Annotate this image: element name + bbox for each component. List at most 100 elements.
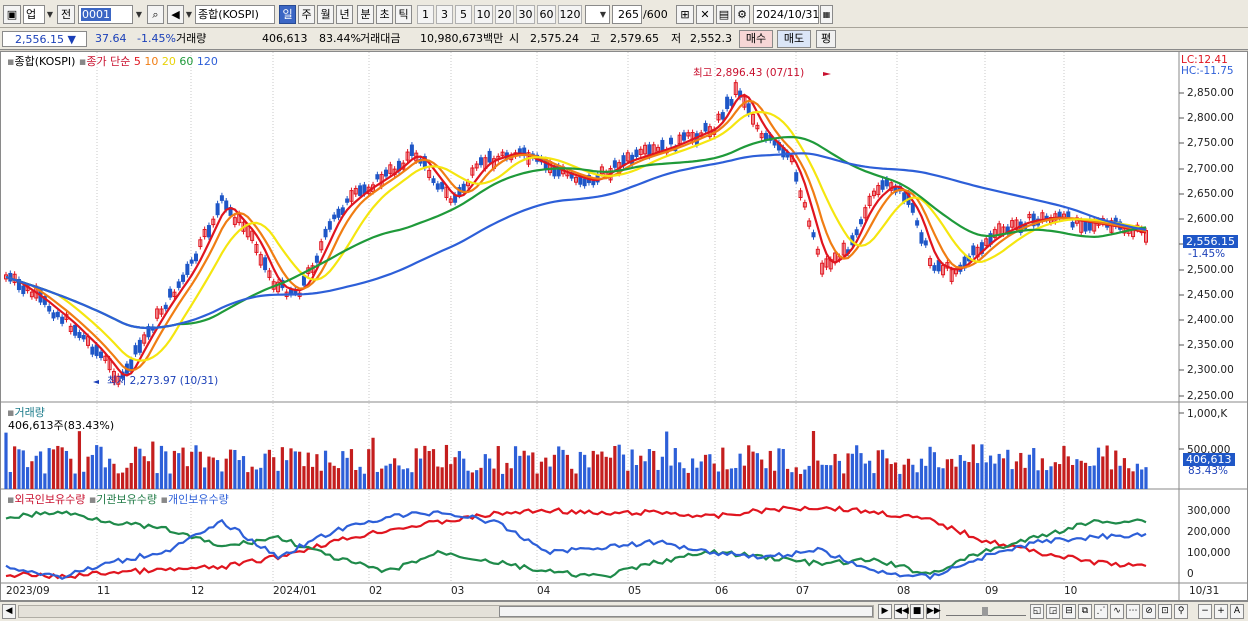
volume-bar xyxy=(384,465,388,489)
price-pane-title: 종합(KOSPI) xyxy=(14,55,76,68)
tool-icon-10[interactable]: ⚲ xyxy=(1174,604,1188,619)
chart-area[interactable]: ▪종합(KOSPI) ▪종가 단순 5 10 20 60 120 LC:12.4… xyxy=(0,51,1248,601)
change-rate: -1.45% xyxy=(137,32,176,45)
stop-icon[interactable]: ■ xyxy=(910,604,924,619)
volume-bar xyxy=(436,466,440,489)
tool-icon-1[interactable]: ◱ xyxy=(1030,604,1044,619)
interval-10[interactable]: 10 xyxy=(474,5,493,24)
gear-icon[interactable]: ⚙ xyxy=(734,5,750,24)
volume-bar xyxy=(760,459,764,489)
volume-bar xyxy=(747,445,751,489)
sell-button[interactable]: 매도 xyxy=(777,30,811,48)
interval-1[interactable]: 1 xyxy=(417,5,434,24)
search-icon[interactable]: ⌕ xyxy=(147,5,164,24)
institution-series-label: 기관보유수량 xyxy=(96,493,158,506)
volume-bar xyxy=(328,462,332,489)
period-minute[interactable]: 분 xyxy=(357,5,374,24)
zoom-slider[interactable] xyxy=(946,607,1026,616)
tool-icon-9[interactable]: ⊡ xyxy=(1158,604,1172,619)
volume-bar xyxy=(1075,459,1079,489)
volume-bar xyxy=(1101,456,1105,489)
candle-body xyxy=(194,253,198,262)
period-year[interactable]: 년 xyxy=(336,5,353,24)
volume-bar xyxy=(811,431,816,489)
ma-line xyxy=(5,135,1147,330)
candle-body xyxy=(815,248,820,255)
period-second[interactable]: 초 xyxy=(376,5,393,24)
period-month[interactable]: 월 xyxy=(317,5,334,24)
volume-bar xyxy=(285,460,289,489)
volume-bar xyxy=(129,462,133,489)
forward-icon[interactable]: ▶▶ xyxy=(926,604,941,619)
volume-bar xyxy=(958,455,962,489)
date-input[interactable]: 2024/10/31 xyxy=(753,5,819,24)
volume-bar xyxy=(1140,469,1144,489)
volume-bar xyxy=(323,450,328,489)
tool-icon-3[interactable]: ⊟ xyxy=(1062,604,1076,619)
scroll-thumb[interactable] xyxy=(499,606,873,617)
period-day[interactable]: 일 xyxy=(279,5,296,24)
volume-bar xyxy=(259,467,263,489)
scroll-track[interactable] xyxy=(18,605,874,618)
volume-bar xyxy=(233,449,237,489)
menu-icon[interactable]: ▣ xyxy=(3,5,21,24)
chart-canvas[interactable] xyxy=(1,52,1247,600)
speaker-dropdown-icon[interactable]: ▼ xyxy=(185,10,193,19)
volume-bar xyxy=(254,469,259,489)
interval-5[interactable]: 5 xyxy=(455,5,472,24)
interval-30[interactable]: 30 xyxy=(516,5,535,24)
zoom-out-icon[interactable]: − xyxy=(1198,604,1212,619)
zoom-slider-thumb[interactable] xyxy=(982,607,988,616)
speaker-icon[interactable]: ◀ xyxy=(167,5,184,24)
volume-bar xyxy=(77,431,82,489)
period-week[interactable]: 주 xyxy=(298,5,315,24)
auto-icon[interactable]: A xyxy=(1230,604,1244,619)
volume-bar xyxy=(798,473,803,489)
volume-bar xyxy=(967,462,971,489)
scroll-right-icon[interactable]: ▶ xyxy=(878,604,892,619)
custom-interval-input[interactable] xyxy=(585,5,610,24)
x-label: 02 xyxy=(369,585,383,597)
scroll-bar[interactable]: ◀ ▶ ◀◀ ■ ▶▶ ◱ ◲ ⊟ ⧉ ⋰ ∿ ⋯ ⊘ ⊡ ⚲ − + A xyxy=(0,601,1248,621)
volume-bar xyxy=(997,453,1001,489)
interval-dropdown-icon[interactable]: ▼ xyxy=(599,10,607,19)
avg-button[interactable]: 평 xyxy=(816,30,836,48)
prev-button[interactable]: 전 xyxy=(57,5,75,24)
calendar-icon[interactable]: ▦ xyxy=(820,5,833,24)
settings-grid-icon[interactable]: ⊞ xyxy=(676,5,694,24)
y-label: 2,750.00 xyxy=(1187,137,1234,149)
x-label: 10/31 xyxy=(1189,585,1220,597)
tool-icon-7[interactable]: ⋯ xyxy=(1126,604,1140,619)
code-input[interactable]: 0001 xyxy=(78,5,133,24)
chevron-down-icon[interactable]: ▼ xyxy=(46,10,54,19)
zoom-in-icon[interactable]: + xyxy=(1214,604,1228,619)
candle-body xyxy=(90,346,95,355)
crosshair-icon[interactable]: ✕ xyxy=(696,5,714,24)
tool-icon-4[interactable]: ⧉ xyxy=(1078,604,1092,619)
tool-icon-5[interactable]: ⋰ xyxy=(1094,604,1108,619)
price-pane-legend: ▪종합(KOSPI) ▪종가 단순 5 10 20 60 120 xyxy=(7,55,218,68)
market-select[interactable]: 업 xyxy=(23,5,45,24)
code-dropdown-icon[interactable]: ▼ xyxy=(135,10,143,19)
volume-bar xyxy=(108,458,112,489)
buy-button[interactable]: 매수 xyxy=(739,30,773,48)
ma-5-label: 5 xyxy=(133,55,141,68)
candle-body xyxy=(867,195,872,206)
period-tick[interactable]: 틱 xyxy=(395,5,412,24)
interval-120[interactable]: 120 xyxy=(558,5,582,24)
rewind-icon[interactable]: ◀◀ xyxy=(894,604,909,619)
volume-bar xyxy=(142,456,146,489)
candle-body xyxy=(189,259,194,264)
volume-bar xyxy=(595,454,600,489)
interval-20[interactable]: 20 xyxy=(495,5,514,24)
scroll-left-icon[interactable]: ◀ xyxy=(2,604,16,619)
candle-body xyxy=(591,180,596,186)
tool-icon-2[interactable]: ◲ xyxy=(1046,604,1060,619)
interval-60[interactable]: 60 xyxy=(537,5,556,24)
interval-3[interactable]: 3 xyxy=(436,5,453,24)
volume-bar xyxy=(159,445,164,489)
tool-icon-8[interactable]: ⊘ xyxy=(1142,604,1156,619)
tool-icon-6[interactable]: ∿ xyxy=(1110,604,1124,619)
count-input[interactable]: 265 xyxy=(612,5,642,24)
save-icon[interactable]: ▤ xyxy=(716,5,732,24)
